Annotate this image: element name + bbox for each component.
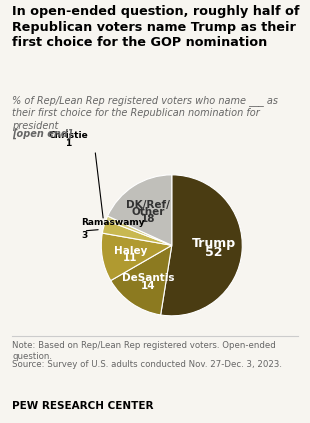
Text: Ramaswamy: Ramaswamy [82, 218, 145, 227]
Text: In open-ended question, roughly half of
Republican voters name Trump as their
fi: In open-ended question, roughly half of … [12, 5, 300, 49]
Text: Source: Survey of U.S. adults conducted Nov. 27-Dec. 3, 2023.: Source: Survey of U.S. adults conducted … [12, 360, 282, 369]
Wedge shape [102, 220, 172, 245]
Wedge shape [106, 216, 172, 245]
Text: [open end]: [open end] [12, 129, 73, 139]
Wedge shape [111, 245, 172, 315]
Text: DK/Ref/: DK/Ref/ [126, 200, 170, 210]
Text: Note: Based on Rep/Lean Rep registered voters. Open-ended: Note: Based on Rep/Lean Rep registered v… [12, 341, 276, 349]
Text: 52: 52 [205, 246, 223, 259]
Text: 11: 11 [123, 253, 138, 263]
Text: PEW RESEARCH CENTER: PEW RESEARCH CENTER [12, 401, 154, 411]
Text: % of Rep/Lean Rep registered voters who name ___ as
their first choice for the R: % of Rep/Lean Rep registered voters who … [12, 95, 278, 131]
Wedge shape [101, 233, 172, 280]
Text: Haley: Haley [114, 246, 147, 256]
Wedge shape [108, 175, 172, 245]
Text: DeSantis: DeSantis [122, 273, 175, 283]
Text: Trump: Trump [192, 237, 236, 250]
Text: 14: 14 [141, 281, 156, 291]
Text: Other: Other [131, 207, 164, 217]
Text: 1: 1 [65, 139, 71, 148]
Text: Christie: Christie [48, 131, 88, 140]
Text: question.: question. [12, 352, 52, 361]
Wedge shape [161, 175, 242, 316]
Text: 3: 3 [82, 231, 88, 240]
Text: 18: 18 [140, 214, 155, 224]
